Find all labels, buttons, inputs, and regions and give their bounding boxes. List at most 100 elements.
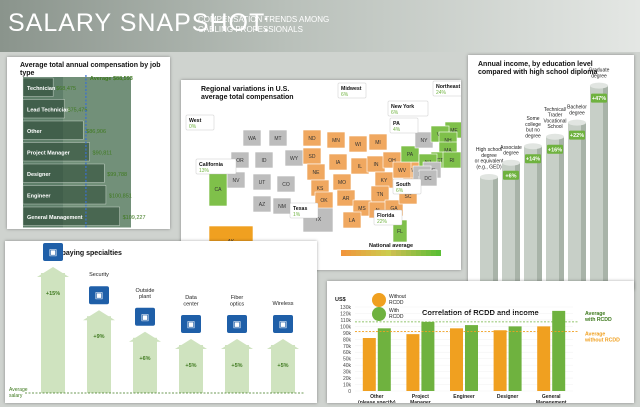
rcdd-category-label: Engineer — [453, 394, 474, 400]
state-shape — [326, 131, 346, 149]
state-label: NY — [421, 138, 429, 144]
specialty-icon-glyph: ▣ — [279, 319, 288, 329]
state-label: OK — [320, 198, 328, 204]
region-name: Midwest — [341, 86, 362, 92]
job-category-label: Project Manager — [27, 150, 71, 156]
education-bar — [502, 162, 515, 285]
region-callout-box — [337, 82, 367, 99]
state-label: CO — [282, 182, 290, 188]
education-category-label: Bachelor degree — [567, 105, 587, 117]
state-label: SC — [405, 194, 412, 200]
state-shape — [302, 129, 322, 147]
job-chart-title: Average total annual compensation by job… — [20, 62, 161, 77]
y-tick-label: 110k — [341, 318, 352, 324]
specialty-icon-glyph: ▣ — [187, 319, 196, 329]
state-shape — [328, 153, 348, 171]
education-bar — [480, 177, 493, 285]
state-label: CT — [437, 158, 444, 164]
state-label: IL — [358, 164, 362, 170]
specialties-panel: Top-paying specialties ▣IoT+15%▣Security… — [5, 241, 317, 403]
state-label: NM — [278, 204, 286, 210]
state-label: MO — [338, 180, 346, 186]
job-bar — [22, 206, 120, 226]
specialty-arrowhead — [83, 310, 115, 321]
legend-swatch — [376, 250, 381, 256]
state-label: DC — [424, 176, 432, 182]
specialty-value-label: +15% — [46, 291, 60, 297]
specialty-icon — [273, 315, 293, 333]
region-callout-box — [392, 178, 422, 195]
legend-swatch — [436, 250, 441, 256]
state-shape — [268, 129, 288, 147]
state-shape — [242, 129, 262, 147]
job-type-panel: Average total annual compensation by job… — [7, 57, 170, 229]
page-subtitle: COMPENSATION TRENDS AMONG CABLING PROFES… — [198, 15, 330, 34]
specialty-category-label: Wireless — [272, 301, 293, 307]
job-category-label: Engineer — [27, 193, 51, 199]
specialty-category-label: Fiber optics — [230, 295, 245, 307]
state-label: VA — [409, 168, 416, 174]
legend-swatch — [351, 250, 356, 256]
with-rcdd-bar — [508, 326, 522, 391]
state-label: WY — [290, 156, 299, 162]
job-value-label: $109,227 — [123, 215, 146, 221]
specialty-bar — [225, 345, 249, 393]
region-value: 13% — [199, 168, 210, 174]
region-callout-box — [195, 158, 237, 175]
map-panel: Regional variations in U.S. average tota… — [181, 80, 461, 270]
specialty-icon-glyph: ▣ — [141, 312, 150, 322]
region-value: 6% — [341, 92, 349, 98]
header-banner: SALARY SNAPSHOT: COMPENSATION TRENDS AMO… — [0, 0, 640, 52]
rcdd-category-label: Designer — [497, 394, 518, 400]
state-label: NE — [313, 170, 321, 176]
specialty-arrowhead — [267, 339, 299, 349]
legend-swatch — [381, 250, 386, 256]
job-category-label: Designer — [27, 172, 51, 178]
average-label: Average $88,593 — [90, 76, 133, 82]
state-shape — [442, 151, 461, 169]
y-tick-label: 30k — [343, 370, 352, 376]
education-value-label: +16% — [548, 147, 562, 153]
specialty-value-label: +5% — [185, 363, 196, 369]
region-value: 24% — [436, 90, 447, 96]
legend-swatch — [416, 250, 421, 256]
without-rcdd-bar — [493, 330, 507, 391]
specialty-icon-glyph: ▣ — [95, 290, 104, 300]
legend-with-label: With RCDD — [389, 308, 404, 320]
education-value-label: +22% — [570, 133, 584, 139]
education-bar-top — [546, 133, 564, 140]
legend-without-label: Without RCDD — [389, 294, 407, 306]
page-title: SALARY SNAPSHOT: — [8, 9, 271, 37]
y-tick-label: 70k — [343, 344, 352, 350]
region-name: Florida — [377, 213, 394, 219]
legend-swatch — [406, 250, 411, 256]
state-label: IN — [374, 162, 379, 168]
education-category-label: High school degree or equivalent (e.g., GED… — [475, 147, 504, 170]
state-label: KY — [381, 178, 388, 184]
specialty-bar — [87, 316, 111, 393]
without-rcdd-bar — [362, 338, 376, 391]
specialties-chart-title: Top-paying specialties — [47, 250, 122, 257]
state-label: OR — [236, 158, 244, 164]
specialty-arrowhead — [175, 339, 207, 349]
job-chart: Technician $68,475 Lead Technician$75,475 O… — [22, 75, 146, 228]
state-label: GA — [390, 206, 398, 212]
with-rcdd-bar — [552, 310, 566, 391]
region-name: New York — [391, 104, 414, 110]
region-value: 1% — [293, 212, 301, 218]
state-label: NV — [233, 178, 241, 184]
rcdd-chart: US$010k20k30k40k50k60k70k80k90k100k110k1… — [335, 293, 620, 403]
state-label: FL — [397, 229, 403, 235]
education-value-label: +6% — [505, 173, 516, 179]
specialty-value-label: +5% — [231, 363, 242, 369]
education-bar — [546, 136, 559, 285]
state-label: ID — [262, 158, 267, 164]
specialty-bar — [133, 337, 157, 393]
region-value: 6% — [391, 110, 399, 116]
specialty-icon-glyph: ▣ — [233, 319, 242, 329]
specialty-category-label: Data center — [183, 295, 198, 307]
with-rcdd-bar — [421, 321, 435, 391]
y-axis-label: US$ — [335, 297, 346, 303]
legend-swatch — [371, 250, 376, 256]
state-label: TN — [377, 192, 384, 198]
